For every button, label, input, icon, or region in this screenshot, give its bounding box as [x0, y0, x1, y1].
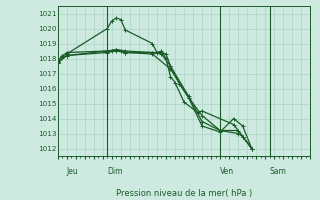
Text: Ven: Ven	[220, 166, 234, 176]
Text: Jeu: Jeu	[67, 166, 78, 176]
Text: Sam: Sam	[270, 166, 287, 176]
Text: Pression niveau de la mer( hPa ): Pression niveau de la mer( hPa )	[116, 189, 252, 198]
Text: Dim: Dim	[107, 166, 123, 176]
